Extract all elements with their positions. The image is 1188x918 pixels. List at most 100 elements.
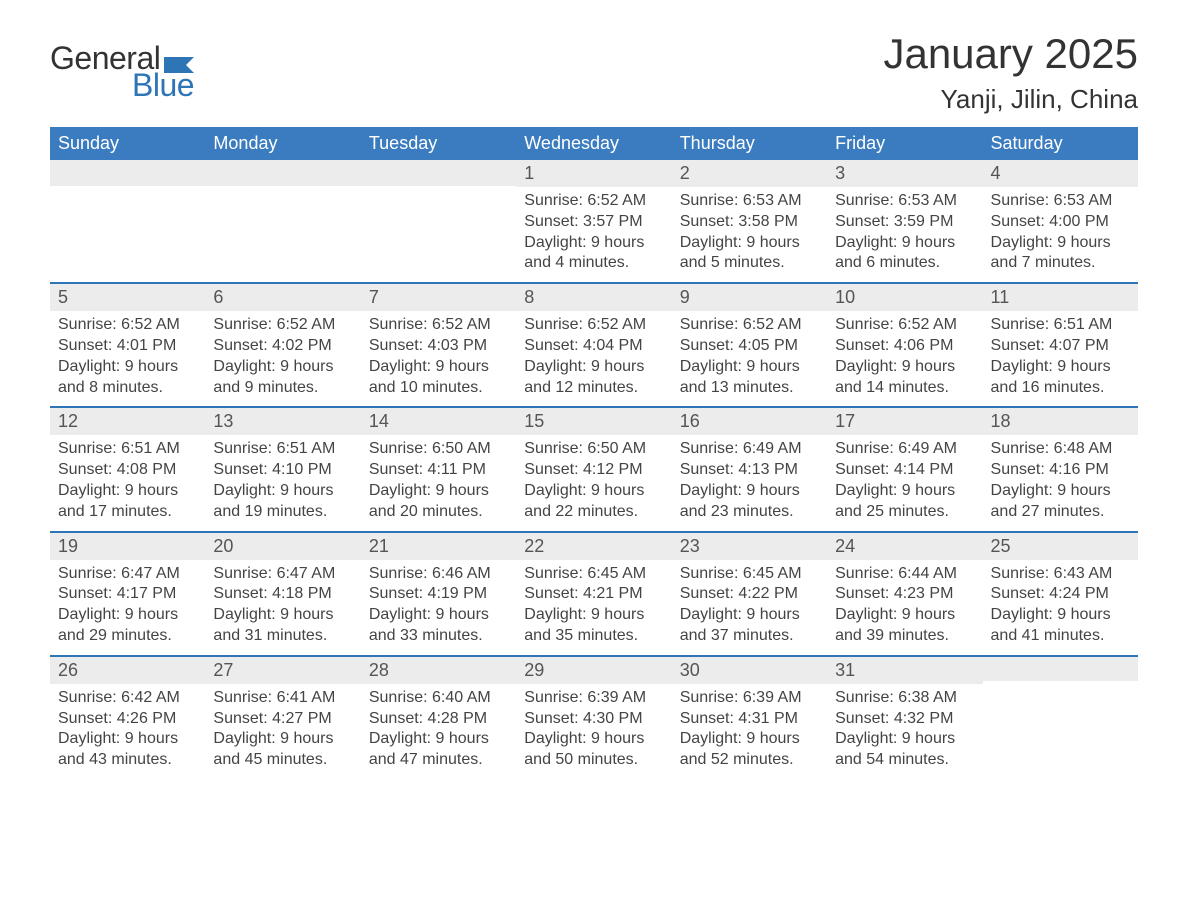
calendar: SundayMondayTuesdayWednesdayThursdayFrid… — [50, 127, 1138, 779]
calendar-cell: 29Sunrise: 6:39 AMSunset: 4:30 PMDayligh… — [516, 655, 671, 779]
day-d1: Daylight: 9 hours — [835, 605, 974, 626]
day-sr: Sunrise: 6:49 AM — [680, 439, 819, 460]
day-body: Sunrise: 6:47 AMSunset: 4:18 PMDaylight:… — [205, 560, 360, 655]
calendar-cell: 31Sunrise: 6:38 AMSunset: 4:32 PMDayligh… — [827, 655, 982, 779]
day-ss: Sunset: 4:10 PM — [213, 460, 352, 481]
day-d1: Daylight: 9 hours — [524, 605, 663, 626]
day-sr: Sunrise: 6:52 AM — [58, 315, 197, 336]
day-body: Sunrise: 6:52 AMSunset: 4:01 PMDaylight:… — [50, 311, 205, 406]
day-body: Sunrise: 6:43 AMSunset: 4:24 PMDaylight:… — [983, 560, 1138, 655]
day-number: 9 — [672, 282, 827, 311]
day-d2: and 12 minutes. — [524, 378, 663, 399]
day-ss: Sunset: 4:22 PM — [680, 584, 819, 605]
day-body: Sunrise: 6:39 AMSunset: 4:31 PMDaylight:… — [672, 684, 827, 779]
day-ss: Sunset: 4:18 PM — [213, 584, 352, 605]
day-body: Sunrise: 6:52 AMSunset: 4:03 PMDaylight:… — [361, 311, 516, 406]
title-block: January 2025 Yanji, Jilin, China — [883, 30, 1138, 115]
day-ss: Sunset: 4:27 PM — [213, 709, 352, 730]
weekday-header: Monday — [205, 127, 360, 160]
day-sr: Sunrise: 6:53 AM — [835, 191, 974, 212]
day-d2: and 52 minutes. — [680, 750, 819, 771]
day-d1: Daylight: 9 hours — [524, 357, 663, 378]
day-sr: Sunrise: 6:48 AM — [991, 439, 1130, 460]
day-body: Sunrise: 6:40 AMSunset: 4:28 PMDaylight:… — [361, 684, 516, 779]
calendar-week: 12Sunrise: 6:51 AMSunset: 4:08 PMDayligh… — [50, 406, 1138, 530]
day-number: 10 — [827, 282, 982, 311]
day-number: 1 — [516, 160, 671, 187]
day-d1: Daylight: 9 hours — [369, 481, 508, 502]
day-ss: Sunset: 4:05 PM — [680, 336, 819, 357]
day-d1: Daylight: 9 hours — [58, 357, 197, 378]
day-number: 11 — [983, 282, 1138, 311]
day-ss: Sunset: 3:57 PM — [524, 212, 663, 233]
day-number: 26 — [50, 655, 205, 684]
day-body: Sunrise: 6:52 AMSunset: 4:02 PMDaylight:… — [205, 311, 360, 406]
day-sr: Sunrise: 6:52 AM — [369, 315, 508, 336]
calendar-cell: 14Sunrise: 6:50 AMSunset: 4:11 PMDayligh… — [361, 406, 516, 530]
day-body: Sunrise: 6:41 AMSunset: 4:27 PMDaylight:… — [205, 684, 360, 779]
day-sr: Sunrise: 6:50 AM — [369, 439, 508, 460]
day-d2: and 29 minutes. — [58, 626, 197, 647]
day-ss: Sunset: 4:01 PM — [58, 336, 197, 357]
day-d1: Daylight: 9 hours — [213, 729, 352, 750]
day-d2: and 8 minutes. — [58, 378, 197, 399]
location: Yanji, Jilin, China — [883, 84, 1138, 115]
empty-day — [205, 160, 360, 186]
day-d2: and 17 minutes. — [58, 502, 197, 523]
day-number: 3 — [827, 160, 982, 187]
day-body: Sunrise: 6:53 AMSunset: 3:58 PMDaylight:… — [672, 187, 827, 282]
day-d2: and 19 minutes. — [213, 502, 352, 523]
day-d1: Daylight: 9 hours — [369, 357, 508, 378]
day-number: 30 — [672, 655, 827, 684]
day-d1: Daylight: 9 hours — [680, 481, 819, 502]
day-body: Sunrise: 6:49 AMSunset: 4:14 PMDaylight:… — [827, 435, 982, 530]
day-ss: Sunset: 4:12 PM — [524, 460, 663, 481]
day-d1: Daylight: 9 hours — [213, 605, 352, 626]
day-ss: Sunset: 4:03 PM — [369, 336, 508, 357]
day-number: 27 — [205, 655, 360, 684]
day-d2: and 33 minutes. — [369, 626, 508, 647]
day-sr: Sunrise: 6:39 AM — [680, 688, 819, 709]
day-ss: Sunset: 4:17 PM — [58, 584, 197, 605]
calendar-week: 1Sunrise: 6:52 AMSunset: 3:57 PMDaylight… — [50, 160, 1138, 282]
day-sr: Sunrise: 6:52 AM — [680, 315, 819, 336]
weekday-header: Tuesday — [361, 127, 516, 160]
day-d2: and 14 minutes. — [835, 378, 974, 399]
day-ss: Sunset: 4:14 PM — [835, 460, 974, 481]
day-d1: Daylight: 9 hours — [58, 481, 197, 502]
calendar-body: 1 Sunrise: 6:52 AM Sunset: 3:57 PM Daylight… — [50, 160, 1138, 779]
day-ss: Sunset: 4:24 PM — [991, 584, 1130, 605]
calendar-cell — [361, 160, 516, 282]
weekday-row: SundayMondayTuesdayWednesdayThursdayFrid… — [50, 127, 1138, 160]
day-d1: Daylight: 9 hours — [58, 605, 197, 626]
calendar-cell: 13Sunrise: 6:51 AMSunset: 4:10 PMDayligh… — [205, 406, 360, 530]
calendar-cell: 1Sunrise: 6:52 AMSunset: 3:57 PMDaylight… — [516, 160, 671, 282]
day-body: Sunrise: 6:44 AMSunset: 4:23 PMDaylight:… — [827, 560, 982, 655]
calendar-cell: 2Sunrise: 6:53 AMSunset: 3:58 PMDaylight… — [672, 160, 827, 282]
day-sr: Sunrise: 6:45 AM — [524, 564, 663, 585]
day-sr: Sunrise: 6:42 AM — [58, 688, 197, 709]
day-number: 7 — [361, 282, 516, 311]
day-ss: Sunset: 4:02 PM — [213, 336, 352, 357]
day-ss: Sunset: 4:11 PM — [369, 460, 508, 481]
day-ss: Sunset: 3:59 PM — [835, 212, 974, 233]
day-body: Sunrise: 6:45 AMSunset: 4:22 PMDaylight:… — [672, 560, 827, 655]
day-d1: Daylight: 9 hours — [680, 729, 819, 750]
calendar-cell: 15Sunrise: 6:50 AMSunset: 4:12 PMDayligh… — [516, 406, 671, 530]
day-d2: and 47 minutes. — [369, 750, 508, 771]
day-d1: Daylight: 9 hours — [680, 357, 819, 378]
day-d1: Daylight: 9 hours — [680, 605, 819, 626]
day-number: 29 — [516, 655, 671, 684]
day-body: Sunrise: 6:39 AMSunset: 4:30 PMDaylight:… — [516, 684, 671, 779]
day-ss: Sunset: 4:07 PM — [991, 336, 1130, 357]
calendar-cell: 3Sunrise: 6:53 AMSunset: 3:59 PMDaylight… — [827, 160, 982, 282]
logo-blue-text: Blue — [132, 67, 194, 104]
day-number: 25 — [983, 531, 1138, 560]
day-d2: and 9 minutes. — [213, 378, 352, 399]
day-d1: Daylight: 9 hours — [991, 233, 1130, 254]
day-body: Sunrise: 6:38 AMSunset: 4:32 PMDaylight:… — [827, 684, 982, 779]
calendar-cell: 27Sunrise: 6:41 AMSunset: 4:27 PMDayligh… — [205, 655, 360, 779]
calendar-cell: 17Sunrise: 6:49 AMSunset: 4:14 PMDayligh… — [827, 406, 982, 530]
day-d2: and 37 minutes. — [680, 626, 819, 647]
day-d1: Daylight: 9 hours — [991, 605, 1130, 626]
